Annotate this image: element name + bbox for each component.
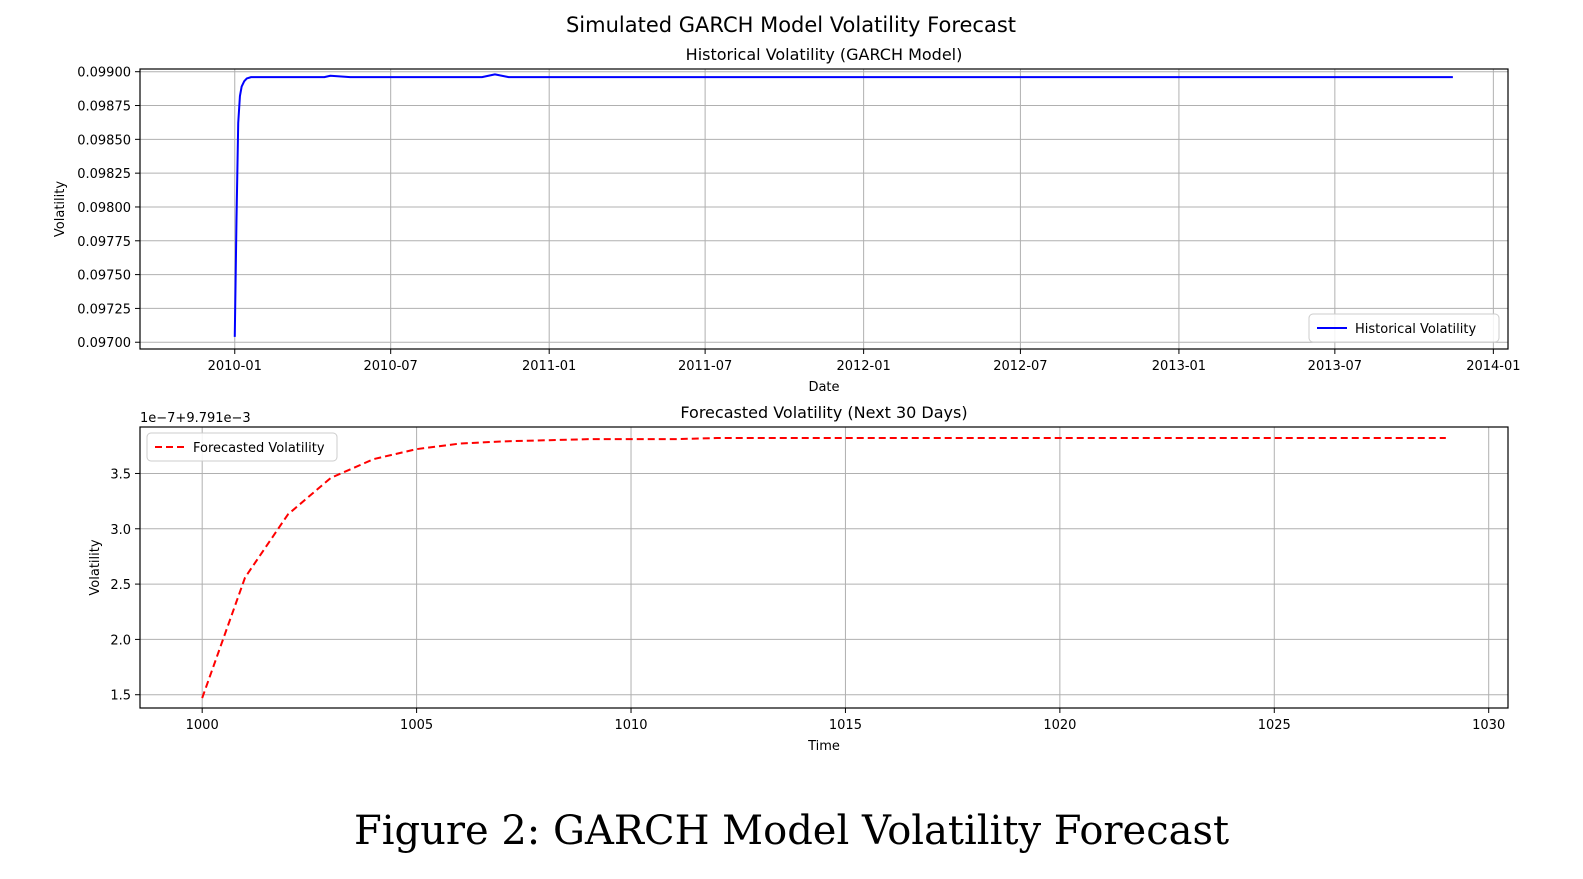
x-axis-label: Time: [807, 739, 840, 754]
chart-title: Forecasted Volatility (Next 30 Days): [680, 403, 967, 422]
x-tick-label: 1000: [186, 718, 219, 733]
legend: Forecasted Volatility: [146, 432, 338, 462]
x-tick-label: 1030: [1472, 718, 1505, 733]
y-tick-label: 3.0: [110, 523, 131, 538]
y-tick-label: 0.09875: [77, 100, 131, 115]
x-tick-label: 2012-07: [993, 359, 1047, 374]
legend: Historical Volatility: [1308, 313, 1500, 343]
y-tick-label: 0.09775: [77, 235, 131, 250]
x-axis-label: Date: [808, 380, 839, 395]
x-tick-label: 2013-07: [1308, 359, 1362, 374]
y-tick-label: 2.5: [110, 578, 131, 593]
x-tick-label: 1025: [1258, 718, 1291, 733]
legend-label: Historical Volatility: [1355, 322, 1476, 337]
figure-caption: Figure 2: GARCH Model Volatility Forecas…: [353, 808, 1230, 854]
x-tick-label: 1015: [829, 718, 862, 733]
forecasted-volatility-chart: 1000 1005 1010 1015 1020 1025 1030 1.5 2.0 2.5 3.0…: [88, 403, 1509, 754]
figure-suptitle: Simulated GARCH Model Volatility Forecas…: [566, 13, 1016, 37]
y-tick-label: 0.09850: [77, 133, 131, 148]
y-tick-label: 0.09725: [77, 302, 131, 317]
x-tick-label: 1005: [400, 718, 433, 733]
x-tick-label: 2011-07: [678, 359, 732, 374]
x-tick-label: 2014-01: [1466, 359, 1520, 374]
axes-frame: [139, 426, 1509, 709]
x-tick-label: 2013-01: [1152, 359, 1206, 374]
historical-volatility-chart: 2010-01 2010-07 2011-01 2011-07 2012-01 2012-…: [53, 45, 1521, 395]
y-tick-label: 0.09825: [77, 167, 131, 182]
series-line-historical-volatility: [233, 73, 1453, 337]
y-axis-label: Volatility: [88, 539, 103, 595]
legend-label: Forecasted Volatility: [193, 441, 325, 456]
chart-title: Historical Volatility (GARCH Model): [686, 45, 963, 64]
y-axis-label: Volatility: [53, 181, 68, 237]
y-tick-label: 1.5: [110, 689, 131, 704]
x-tick-label: 2012-01: [836, 359, 890, 374]
legend-box: [146, 432, 338, 462]
y-tick-label: 0.09900: [77, 66, 131, 81]
y-tick-label: 3.5: [110, 467, 131, 482]
series-line-forecasted-volatility: [201, 437, 1446, 699]
axes-frame: [139, 68, 1509, 350]
y-tick-label: 2.0: [110, 633, 131, 648]
x-tick-label: 2010-01: [208, 359, 262, 374]
x-tick-label: 1010: [614, 718, 647, 733]
y-tick-label: 0.09750: [77, 269, 131, 284]
x-tick-label: 2011-01: [522, 359, 576, 374]
y-tick-label: 0.09700: [77, 336, 131, 351]
x-tick-label: 2010-07: [364, 359, 418, 374]
legend-box: [1308, 313, 1500, 343]
y-tick-label: 0.09800: [77, 201, 131, 216]
x-tick-label: 1020: [1043, 718, 1076, 733]
y-offset-text: 1e−7+9.791e−3: [140, 411, 251, 426]
